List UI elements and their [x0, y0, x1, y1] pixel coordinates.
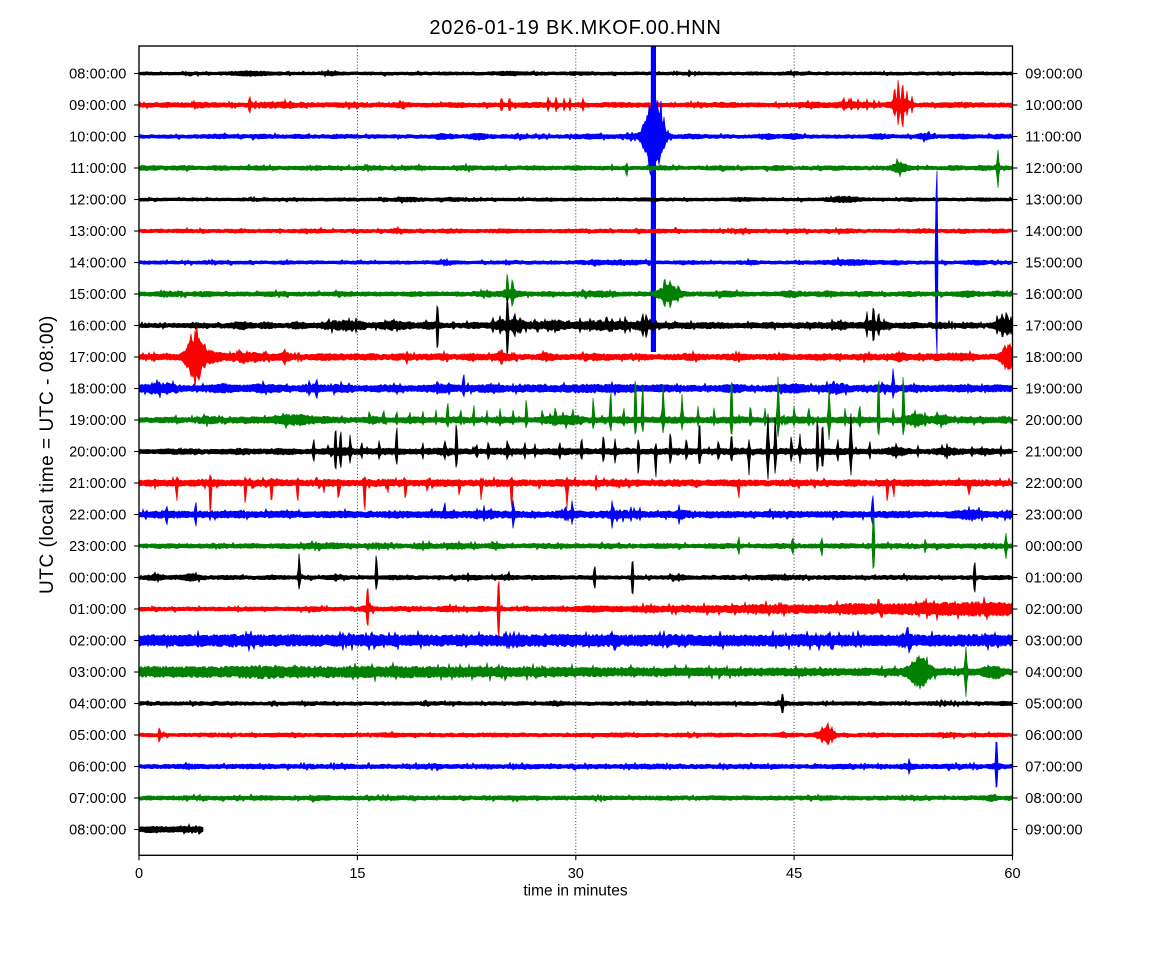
svg-text:0: 0 — [135, 866, 143, 882]
svg-text:08:00:00: 08:00:00 — [1025, 791, 1082, 807]
svg-text:time in minutes: time in minutes — [523, 882, 627, 899]
svg-text:13:00:00: 13:00:00 — [69, 224, 126, 240]
svg-text:09:00:00: 09:00:00 — [1025, 67, 1082, 83]
svg-text:05:00:00: 05:00:00 — [1025, 697, 1082, 713]
svg-text:15:00:00: 15:00:00 — [1025, 256, 1082, 272]
svg-text:02:00:00: 02:00:00 — [69, 634, 126, 650]
svg-text:16:00:00: 16:00:00 — [69, 319, 126, 335]
svg-text:20:00:00: 20:00:00 — [1025, 413, 1082, 429]
svg-text:20:00:00: 20:00:00 — [69, 445, 126, 461]
svg-text:14:00:00: 14:00:00 — [69, 256, 126, 272]
svg-text:19:00:00: 19:00:00 — [69, 413, 126, 429]
svg-text:10:00:00: 10:00:00 — [1025, 98, 1082, 114]
svg-text:22:00:00: 22:00:00 — [1025, 476, 1082, 492]
svg-text:03:00:00: 03:00:00 — [1025, 634, 1082, 650]
svg-text:14:00:00: 14:00:00 — [1025, 224, 1082, 240]
svg-text:03:00:00: 03:00:00 — [69, 665, 126, 681]
svg-text:23:00:00: 23:00:00 — [69, 539, 126, 555]
svg-text:02:00:00: 02:00:00 — [1025, 602, 1082, 618]
svg-text:10:00:00: 10:00:00 — [69, 130, 126, 146]
svg-text:19:00:00: 19:00:00 — [1025, 382, 1082, 398]
svg-text:18:00:00: 18:00:00 — [1025, 350, 1082, 366]
svg-text:17:00:00: 17:00:00 — [69, 350, 126, 366]
svg-text:22:00:00: 22:00:00 — [69, 508, 126, 524]
svg-text:2026-01-19 BK.MKOF.00.HNN: 2026-01-19 BK.MKOF.00.HNN — [429, 17, 721, 39]
svg-text:00:00:00: 00:00:00 — [1025, 539, 1082, 555]
svg-text:11:00:00: 11:00:00 — [1025, 130, 1081, 146]
svg-text:11:00:00: 11:00:00 — [70, 161, 126, 177]
svg-text:08:00:00: 08:00:00 — [69, 67, 126, 83]
svg-text:60: 60 — [1004, 866, 1020, 882]
svg-text:15:00:00: 15:00:00 — [69, 287, 126, 303]
svg-text:17:00:00: 17:00:00 — [1025, 319, 1082, 335]
svg-text:07:00:00: 07:00:00 — [1025, 760, 1082, 776]
svg-text:UTC (local time = UTC - 08:00): UTC (local time = UTC - 08:00) — [37, 315, 58, 594]
svg-text:23:00:00: 23:00:00 — [1025, 508, 1082, 524]
svg-text:15: 15 — [349, 866, 365, 882]
svg-text:12:00:00: 12:00:00 — [1025, 161, 1082, 177]
svg-text:06:00:00: 06:00:00 — [1025, 728, 1082, 744]
svg-text:21:00:00: 21:00:00 — [69, 476, 126, 492]
svg-text:16:00:00: 16:00:00 — [1025, 287, 1082, 303]
svg-text:18:00:00: 18:00:00 — [69, 382, 126, 398]
svg-text:01:00:00: 01:00:00 — [69, 602, 126, 618]
svg-text:12:00:00: 12:00:00 — [69, 193, 126, 209]
svg-text:08:00:00: 08:00:00 — [69, 823, 126, 839]
svg-text:04:00:00: 04:00:00 — [69, 697, 126, 713]
svg-text:07:00:00: 07:00:00 — [69, 791, 126, 807]
svg-text:30: 30 — [568, 866, 584, 882]
svg-text:09:00:00: 09:00:00 — [1025, 823, 1082, 839]
svg-text:05:00:00: 05:00:00 — [69, 728, 126, 744]
svg-text:21:00:00: 21:00:00 — [1025, 445, 1082, 461]
svg-text:13:00:00: 13:00:00 — [1025, 193, 1082, 209]
svg-text:09:00:00: 09:00:00 — [69, 98, 126, 114]
svg-text:45: 45 — [786, 866, 802, 882]
svg-text:01:00:00: 01:00:00 — [1025, 571, 1082, 587]
svg-text:06:00:00: 06:00:00 — [69, 760, 126, 776]
svg-text:04:00:00: 04:00:00 — [1025, 665, 1082, 681]
svg-text:00:00:00: 00:00:00 — [69, 571, 126, 587]
